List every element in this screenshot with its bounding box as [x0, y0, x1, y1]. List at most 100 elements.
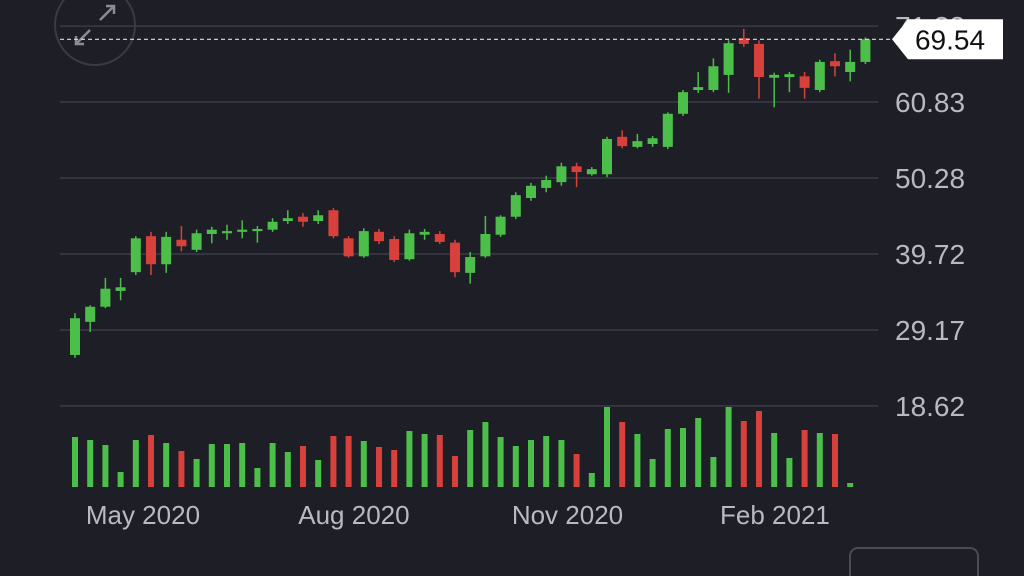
volume-bar	[315, 460, 322, 487]
x-tick-label: Feb 2021	[720, 500, 830, 530]
volume-bar	[573, 454, 580, 487]
candle-body	[313, 215, 324, 222]
grid	[60, 25, 878, 407]
y-tick-label: 29.17	[895, 315, 965, 346]
volume-bar	[178, 451, 185, 487]
volume-bar	[558, 440, 565, 487]
volume-bar	[528, 440, 534, 487]
y-tick-label: 60.83	[895, 87, 965, 118]
volume-bar	[847, 483, 854, 487]
volume-bar	[482, 422, 489, 487]
candle-body	[222, 231, 232, 234]
volume-bar	[816, 433, 823, 487]
volume-bar	[72, 437, 78, 487]
candles	[70, 28, 871, 358]
volume-bar	[87, 440, 94, 487]
candle-body	[480, 234, 491, 257]
volume-bar	[269, 443, 276, 487]
volume-bar	[740, 421, 747, 487]
x-tick-label: Nov 2020	[512, 500, 623, 530]
candle-body	[617, 136, 628, 147]
y-tick-label: 39.72	[895, 239, 965, 270]
candle-body	[146, 236, 156, 265]
x-tick-label: Aug 2020	[298, 500, 409, 530]
candle-body	[708, 66, 719, 90]
candle-body	[267, 221, 278, 230]
candle-body	[282, 218, 293, 222]
volume-bar	[695, 418, 702, 487]
volume-bar	[406, 431, 413, 487]
volume-bar	[421, 434, 428, 487]
y-tick-label: 50.28	[895, 163, 965, 194]
candle-body	[374, 231, 384, 242]
volume	[72, 407, 854, 487]
volume-bar	[239, 443, 246, 487]
candle-body	[602, 138, 612, 175]
candle-body	[252, 228, 263, 232]
volume-bar	[330, 436, 337, 487]
candle-body	[769, 74, 780, 78]
candle-body	[206, 229, 217, 234]
candle-body	[161, 236, 172, 265]
volume-bar	[832, 434, 838, 487]
price-tag-box	[892, 19, 1003, 60]
y-tick-label: 18.62	[895, 391, 965, 422]
candle-body	[389, 239, 400, 260]
volume-bar	[345, 436, 352, 487]
volume-bar	[710, 457, 717, 487]
candle-body	[130, 238, 141, 273]
expand-button[interactable]	[54, 0, 136, 66]
candle-body	[191, 233, 202, 250]
volume-bar	[664, 429, 671, 487]
candle-body	[85, 306, 96, 322]
volume-bar	[756, 411, 762, 487]
candle-body	[70, 318, 80, 355]
price-tag-label: 69.54	[915, 24, 985, 55]
volume-bar	[588, 473, 595, 487]
candle-body	[541, 180, 552, 188]
candle-body	[237, 229, 248, 232]
volume-bar	[193, 459, 200, 487]
candle-body	[298, 216, 308, 222]
candle-body	[647, 138, 658, 144]
volume-bar	[148, 435, 154, 487]
price-tag: 69.54	[60, 19, 1003, 60]
volume-bar	[376, 447, 382, 487]
candle-body	[586, 169, 597, 175]
candle-body	[419, 231, 430, 235]
volume-bar	[512, 446, 519, 487]
candle-body	[465, 257, 476, 273]
volume-bar	[254, 468, 261, 487]
volume-bar	[284, 452, 291, 487]
candle-body	[723, 43, 734, 75]
candle-body	[814, 61, 825, 90]
volume-bar	[467, 430, 474, 487]
candle-body	[343, 238, 354, 257]
candle-body	[100, 288, 111, 307]
volume-bar	[117, 472, 124, 487]
candle-body	[556, 166, 567, 183]
candle-body	[693, 87, 704, 90]
volume-bar	[224, 444, 230, 487]
volume-bar	[163, 443, 170, 487]
candle-body	[434, 234, 445, 242]
volume-bar	[391, 450, 398, 487]
candle-body	[495, 216, 506, 235]
candle-body	[404, 233, 415, 260]
volume-bar	[619, 422, 626, 487]
candle-body	[738, 38, 749, 44]
candle-body	[845, 61, 856, 72]
candle-body	[328, 210, 339, 237]
volume-bar	[771, 433, 778, 487]
x-tick-label: May 2020	[86, 500, 200, 530]
candle-body	[830, 61, 840, 67]
bottom-button[interactable]	[849, 547, 979, 576]
candle-body	[799, 76, 810, 88]
volume-bar	[786, 458, 793, 487]
candle-body	[526, 185, 536, 198]
volume-bar	[801, 430, 808, 487]
volume-bar	[436, 435, 443, 487]
candle-body	[358, 231, 369, 257]
